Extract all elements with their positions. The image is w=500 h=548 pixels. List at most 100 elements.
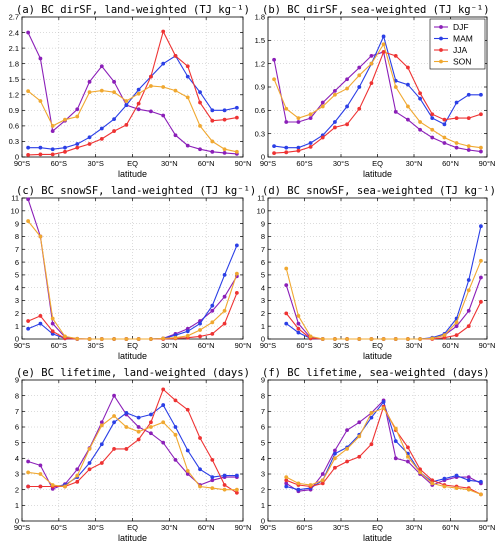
x-tick-label: 60°N <box>442 159 459 168</box>
data-point <box>308 141 313 145</box>
series-line <box>27 85 238 153</box>
data-point <box>466 144 471 149</box>
data-point <box>418 337 422 341</box>
data-point <box>198 484 202 489</box>
data-point <box>479 112 483 117</box>
data-point <box>454 333 459 338</box>
series-djf <box>284 275 483 341</box>
data-point <box>124 103 129 108</box>
y-tick-label: 1 <box>15 501 19 510</box>
data-point <box>75 473 80 478</box>
data-point <box>185 333 190 338</box>
data-point <box>479 92 483 97</box>
data-point <box>50 147 55 152</box>
data-point <box>87 79 92 84</box>
data-point <box>26 153 31 157</box>
data-point <box>173 432 178 437</box>
data-point <box>222 487 227 492</box>
data-point <box>149 420 153 425</box>
y-tick-label: 0 <box>15 335 19 344</box>
data-point <box>161 336 166 341</box>
data-point <box>479 224 483 229</box>
y-tick-label: 5 <box>261 271 265 280</box>
series-line <box>286 399 482 492</box>
data-point <box>149 84 153 88</box>
series-son <box>26 219 239 341</box>
data-point <box>430 135 435 140</box>
data-point <box>198 328 202 332</box>
data-point <box>112 393 116 398</box>
panel-c: (c) BC snowSF, land-weighted (TJ kg⁻¹) 0 1… <box>11 185 257 361</box>
data-point <box>63 484 67 489</box>
data-point <box>333 125 337 130</box>
data-point <box>296 314 301 318</box>
data-point <box>296 145 301 150</box>
data-point <box>466 288 471 293</box>
data-point <box>185 329 190 334</box>
data-point <box>320 478 325 483</box>
data-point <box>124 122 129 127</box>
data-point <box>345 86 349 91</box>
series-djf <box>284 398 483 494</box>
data-point <box>210 149 215 154</box>
y-tick-label: 2.1 <box>9 44 19 53</box>
data-point <box>63 117 67 122</box>
data-point <box>75 336 80 341</box>
data-point <box>99 126 104 131</box>
y-tick-label: 1 <box>261 501 265 510</box>
data-point <box>222 321 227 326</box>
data-point <box>149 431 153 436</box>
data-point <box>272 57 276 62</box>
y-tick-label: 0.9 <box>9 106 19 115</box>
data-point <box>198 334 202 339</box>
data-point <box>210 108 215 113</box>
data-point <box>198 321 202 326</box>
y-tick-label: 1 <box>15 322 19 331</box>
data-point <box>381 406 386 411</box>
data-point <box>161 29 166 34</box>
series-line <box>28 29 237 156</box>
data-point <box>466 116 471 121</box>
data-point <box>112 90 116 95</box>
data-point <box>136 429 141 434</box>
data-point <box>173 53 178 58</box>
series-line <box>27 394 237 490</box>
data-point <box>63 145 67 150</box>
data-point <box>466 278 471 282</box>
data-point <box>26 459 31 464</box>
data-point <box>320 135 325 140</box>
data-point <box>345 447 349 451</box>
data-point <box>345 77 349 82</box>
series-jja <box>284 299 483 341</box>
data-point <box>430 481 435 486</box>
data-point <box>284 481 289 486</box>
y-tick-label: 1.8 <box>9 59 19 68</box>
y-tick-label: 0 <box>261 335 265 344</box>
data-point <box>50 316 55 321</box>
data-point <box>479 492 483 497</box>
data-point <box>406 117 410 122</box>
data-point <box>38 314 43 318</box>
y-tick-label: 1.2 <box>9 90 19 99</box>
data-point <box>406 445 410 450</box>
data-point <box>381 337 386 341</box>
data-point <box>406 82 410 87</box>
data-point <box>418 91 422 96</box>
x-tick-label: 30°S <box>87 341 103 350</box>
data-point <box>284 311 289 316</box>
data-point <box>38 145 43 150</box>
data-point <box>99 442 104 447</box>
data-point <box>63 334 67 339</box>
data-point <box>222 147 227 152</box>
y-tick-label: 5 <box>15 438 19 447</box>
data-point <box>369 53 374 58</box>
y-tick-label: 1.8 <box>255 13 265 22</box>
panel-title: (c) BC snowSF, land-weighted (TJ kg⁻¹) <box>16 185 256 197</box>
data-point <box>454 473 459 478</box>
data-point <box>161 403 166 407</box>
y-tick-label: 9 <box>15 219 19 228</box>
data-point <box>173 398 178 403</box>
y-tick-label: 10 <box>11 207 19 216</box>
data-point <box>320 104 325 109</box>
